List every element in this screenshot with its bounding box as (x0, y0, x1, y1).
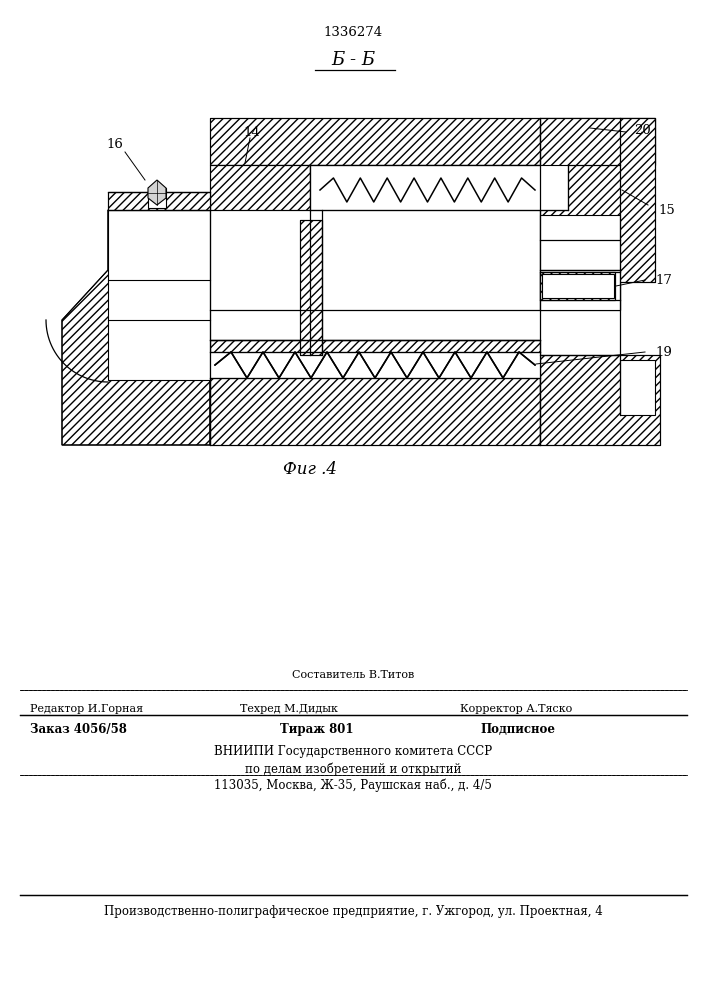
Text: Заказ 4056/58: Заказ 4056/58 (30, 723, 127, 736)
Polygon shape (540, 355, 660, 445)
Text: Составитель В.Титов: Составитель В.Титов (292, 670, 414, 680)
Polygon shape (210, 165, 310, 210)
Text: Корректор А.Тяско: Корректор А.Тяско (460, 704, 572, 714)
Bar (210, 352, 540, 378)
Text: 16: 16 (107, 138, 124, 151)
Polygon shape (540, 272, 615, 300)
Bar (540, 215, 620, 270)
Polygon shape (148, 180, 166, 205)
Polygon shape (540, 118, 655, 310)
Text: Тираж 801: Тираж 801 (280, 723, 354, 736)
Polygon shape (210, 118, 655, 165)
Text: 15: 15 (658, 204, 674, 217)
Text: по делам изобретений и открытий: по делам изобретений и открытий (245, 762, 461, 776)
Polygon shape (210, 340, 540, 445)
Text: Редактор И.Горная: Редактор И.Горная (30, 704, 143, 714)
Text: Производственно-полиграфическое предприятие, г. Ужгород, ул. Проектная, 4: Производственно-полиграфическое предприя… (104, 905, 602, 918)
Text: ВНИИПИ Государственного комитета СССР: ВНИИПИ Государственного комитета СССР (214, 745, 492, 758)
Text: 1336274: 1336274 (323, 25, 382, 38)
Text: Техред М.Дидык: Техред М.Дидык (240, 704, 338, 714)
Text: 20: 20 (634, 123, 650, 136)
Text: 14: 14 (244, 126, 260, 139)
Text: Б - Б: Б - Б (331, 51, 375, 69)
Polygon shape (62, 210, 210, 445)
Bar (148, 188, 166, 208)
Text: 17: 17 (655, 273, 672, 286)
Bar (108, 210, 210, 380)
Text: Подписное: Подписное (480, 723, 555, 736)
Bar (542, 274, 614, 298)
Polygon shape (108, 192, 210, 210)
Bar (310, 165, 568, 210)
Bar (620, 360, 655, 415)
Text: 113035, Москва, Ж-35, Раушская наб., д. 4/5: 113035, Москва, Ж-35, Раушская наб., д. … (214, 779, 492, 792)
Bar (540, 270, 620, 310)
Polygon shape (300, 220, 322, 355)
Text: Фиг .4: Фиг .4 (283, 462, 337, 479)
Text: 19: 19 (655, 346, 672, 359)
